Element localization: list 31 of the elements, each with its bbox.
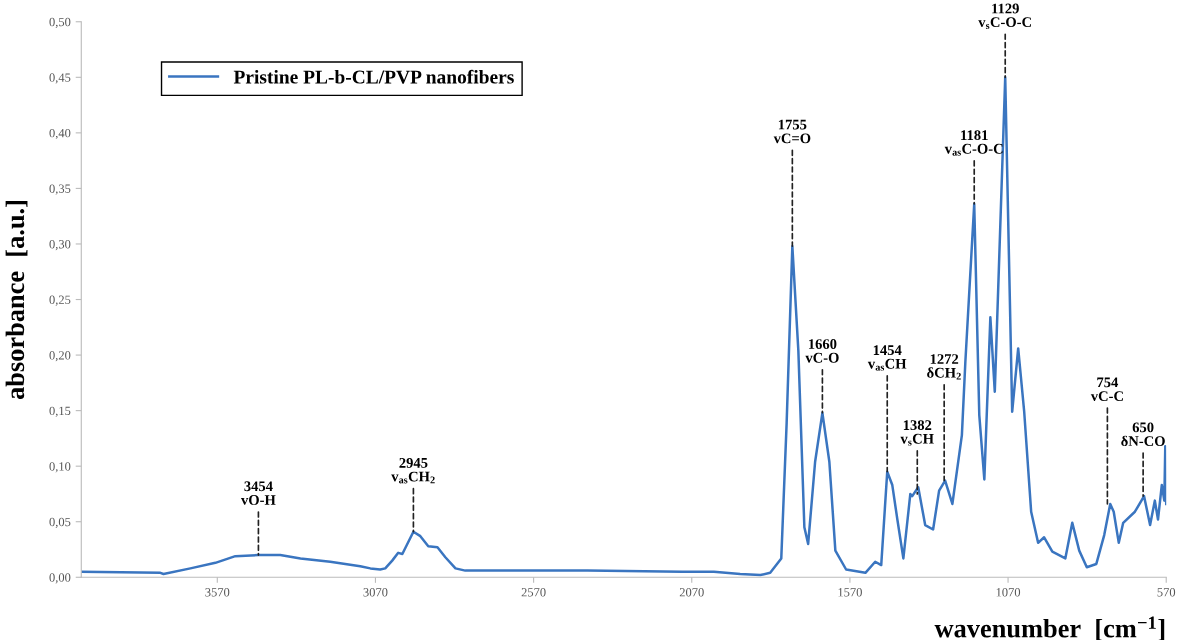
annotation: 1755 vC=O bbox=[773, 119, 811, 144]
y-tick-label: 0,05 bbox=[49, 517, 71, 528]
y-tick-label: 0,10 bbox=[49, 462, 71, 473]
x-tick-label: 2070 bbox=[679, 588, 704, 597]
annotation: 1454 v$_{as}$CH bbox=[867, 345, 907, 371]
annotation: 754 vC-C bbox=[1090, 377, 1123, 401]
annotation: 1272 δCH$_{2}$ bbox=[927, 354, 961, 380]
x-tick-label: 570 bbox=[1157, 588, 1176, 597]
annotation: 2945 v$_{as}$CH$_{2}$ bbox=[391, 458, 435, 484]
y-tick-label: 0,25 bbox=[49, 295, 71, 306]
y-tick-label: 0,45 bbox=[49, 73, 71, 84]
x-tick-label: 1070 bbox=[996, 588, 1021, 597]
y-tick-label: 0,35 bbox=[49, 184, 71, 195]
x-tick-label: 3070 bbox=[363, 588, 388, 597]
annotation: 650 δN-CO bbox=[1121, 422, 1165, 447]
annotation: 1660 vC-O bbox=[805, 339, 839, 363]
y-axis-title: absorbance [a.u.] bbox=[5, 201, 28, 400]
y-tick-label: 0,00 bbox=[49, 573, 71, 584]
annotation: 3454 vO-H bbox=[241, 481, 276, 505]
x-tick-label: 2570 bbox=[521, 588, 546, 597]
y-tick-label: 0,20 bbox=[49, 351, 71, 362]
y-tick-label: 0,40 bbox=[49, 128, 71, 140]
y-tick-label: 0,50 bbox=[49, 17, 71, 29]
x-tick-label: 3570 bbox=[205, 588, 230, 597]
x-tick-label: 1570 bbox=[838, 588, 862, 597]
legend-label: Pristine PL-b-CL/PVP nanofibers bbox=[233, 69, 514, 84]
annotation: 1129 v$_{s}$C-O-C bbox=[978, 3, 1031, 29]
annotation: 1382 v$_{s}$CH bbox=[900, 420, 934, 446]
x-axis-title: wavenumber [cm$^{−1}$] bbox=[934, 616, 1165, 640]
y-tick-label: 0,15 bbox=[49, 406, 71, 417]
y-tick-label: 0,30 bbox=[49, 239, 71, 251]
